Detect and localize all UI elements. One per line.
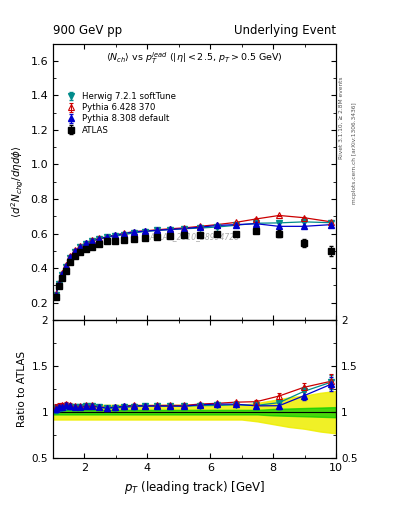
Legend: Herwig 7.2.1 softTune, Pythia 6.428 370, Pythia 8.308 default, ATLAS: Herwig 7.2.1 softTune, Pythia 6.428 370,… bbox=[63, 92, 176, 135]
Y-axis label: Ratio to ATLAS: Ratio to ATLAS bbox=[17, 351, 28, 427]
X-axis label: $p_T$ (leading track) [GeV]: $p_T$ (leading track) [GeV] bbox=[124, 479, 265, 496]
Text: mcplots.cern.ch [arXiv:1306.3436]: mcplots.cern.ch [arXiv:1306.3436] bbox=[352, 103, 357, 204]
Text: 900 GeV pp: 900 GeV pp bbox=[53, 24, 122, 37]
Text: ATLAS_2010_S8994728: ATLAS_2010_S8994728 bbox=[149, 232, 240, 242]
Text: Rivet 3.1.10, ≥ 2.8M events: Rivet 3.1.10, ≥ 2.8M events bbox=[339, 76, 344, 159]
Y-axis label: $\langle d^2 N_{chg}/d\eta d\phi \rangle$: $\langle d^2 N_{chg}/d\eta d\phi \rangle… bbox=[10, 145, 26, 218]
Text: $\langle N_{ch}\rangle$ vs $p_T^{lead}$ ($|\eta| < 2.5$, $p_T > 0.5$ GeV): $\langle N_{ch}\rangle$ vs $p_T^{lead}$ … bbox=[106, 51, 283, 66]
Text: Underlying Event: Underlying Event bbox=[234, 24, 336, 37]
